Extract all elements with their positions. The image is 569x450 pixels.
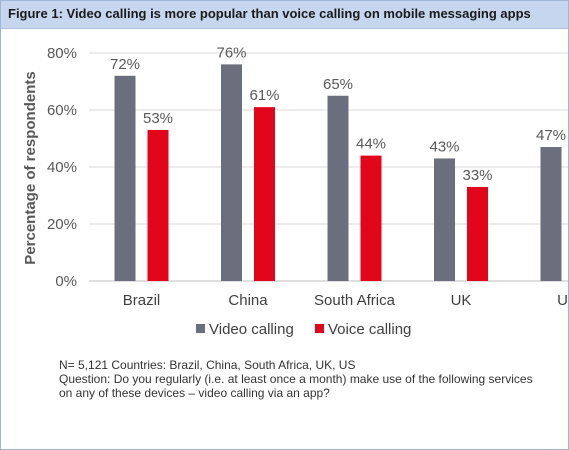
data-label: 44% [356,136,386,153]
data-label: 53% [143,110,173,127]
x-tick-label: US [557,292,568,309]
data-label: 65% [323,76,353,93]
y-tick-label: 60% [47,102,77,119]
bar-chart: 0% 20% 40% 60% 80% Percentage of respondents 7… [22,44,568,338]
bar [467,186,488,281]
note-question-cont: on any of these devices – video calling … [59,386,330,400]
data-label: 76% [216,44,246,61]
legend-swatch [315,324,324,333]
bar [360,155,382,281]
figure-title: Figure 1: Video calling is more popular … [8,6,531,21]
bar [114,75,136,281]
data-label: 43% [429,138,459,155]
x-tick-label: Brazil [123,292,161,309]
x-tick-label: China [228,292,268,309]
y-tick-label: 40% [47,159,77,176]
data-label: 33% [462,167,492,184]
x-tick-label: UK [451,292,472,309]
bar [254,107,275,282]
y-tick-label: 80% [47,45,77,62]
data-label: 61% [249,87,279,104]
y-tick-label: 0% [55,273,77,290]
figure-title-bar: Figure 1: Video calling is more popular … [1,1,568,29]
bar [221,64,242,282]
legend-label: Video calling [209,321,294,338]
data-label: 72% [110,56,140,73]
legend-label: Voice calling [328,321,411,338]
bar [434,158,455,281]
bar [540,147,562,281]
bar [327,95,349,281]
bar [147,129,169,281]
note-question: Question: Do you regularly (i.e. at leas… [59,372,533,386]
note-sample: N= 5,121 Countries: Brazil, China, South… [59,358,356,372]
y-axis-label: Percentage of respondents [22,71,39,264]
data-label: 47% [536,127,566,144]
x-tick-label: South Africa [314,292,396,309]
legend-swatch [196,324,205,333]
y-tick-label: 20% [47,216,77,233]
